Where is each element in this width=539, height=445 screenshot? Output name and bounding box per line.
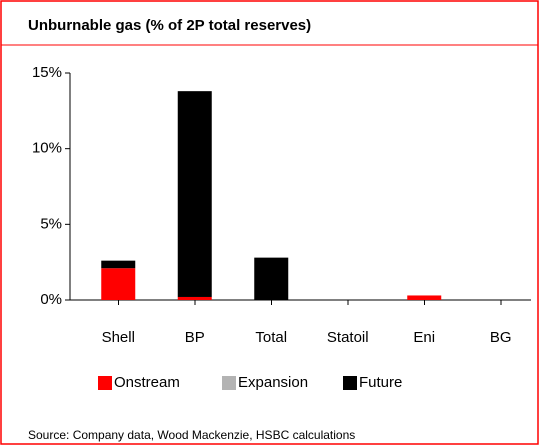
x-tick-label: Total bbox=[255, 329, 287, 346]
bar-segment bbox=[101, 268, 136, 300]
chart-title: Unburnable gas (% of 2P total reserves) bbox=[28, 17, 311, 34]
bar-segment bbox=[407, 295, 442, 300]
y-tick-label: 0% bbox=[40, 291, 62, 308]
y-tick-label: 15% bbox=[32, 64, 62, 81]
source-note: Source: Company data, Wood Mackenzie, HS… bbox=[28, 428, 355, 442]
legend-label: Future bbox=[359, 374, 402, 391]
x-tick-label: Statoil bbox=[327, 329, 369, 346]
y-tick-label: 5% bbox=[40, 215, 62, 232]
bar-segment bbox=[177, 91, 212, 297]
bar-segment bbox=[254, 257, 289, 300]
bar-segment bbox=[101, 260, 136, 269]
bar-segment bbox=[177, 296, 212, 300]
y-tick-label: 10% bbox=[32, 140, 62, 157]
legend-label: Expansion bbox=[238, 374, 308, 391]
x-tick-label: BG bbox=[490, 329, 512, 346]
x-tick-label: Eni bbox=[413, 329, 435, 346]
x-tick-label: BP bbox=[185, 329, 205, 346]
legend-swatch bbox=[98, 376, 112, 390]
x-tick-label: Shell bbox=[102, 329, 135, 346]
legend-label: Onstream bbox=[114, 374, 180, 391]
legend-swatch bbox=[343, 376, 357, 390]
legend-swatch bbox=[222, 376, 236, 390]
